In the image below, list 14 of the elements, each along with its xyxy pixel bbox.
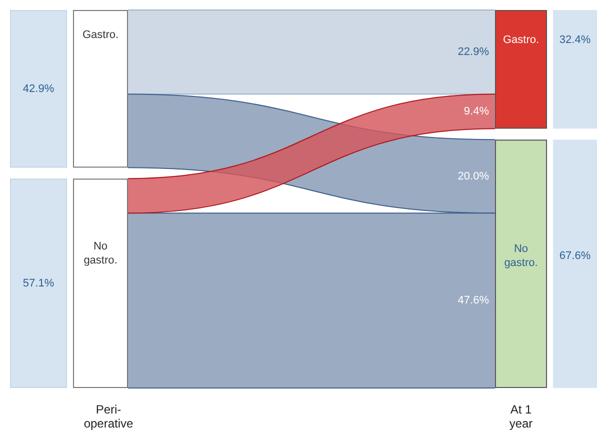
text: 32.4% bbox=[559, 34, 591, 46]
category-label: No gastro. bbox=[504, 242, 538, 269]
category-label: Gastro. bbox=[502, 34, 540, 46]
data-label: 47.6% bbox=[458, 294, 490, 307]
series-label: No gastro. bbox=[84, 240, 118, 266]
data-label: 20.0% bbox=[458, 170, 490, 182]
text: 42.9% bbox=[22, 82, 54, 95]
text: 57.1% bbox=[22, 277, 54, 290]
data-label: 9.4% bbox=[464, 105, 490, 118]
series-label: Gastro. bbox=[82, 29, 119, 42]
text: Peri-operative bbox=[84, 402, 134, 430]
data-label: 22.9% bbox=[458, 46, 490, 58]
text: 67.6% bbox=[559, 250, 591, 262]
text: At 1 year bbox=[509, 402, 533, 430]
